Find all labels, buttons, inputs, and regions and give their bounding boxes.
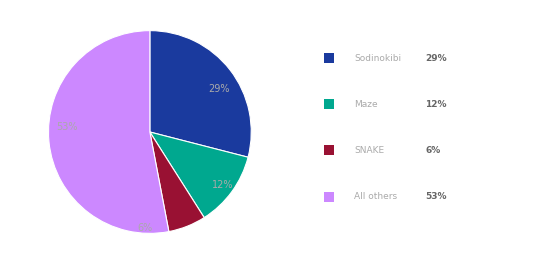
Text: 53%: 53%: [0, 263, 1, 264]
Wedge shape: [150, 132, 204, 232]
Text: 6%: 6%: [0, 263, 1, 264]
Text: Sodinokibi: Sodinokibi: [354, 54, 401, 63]
Text: SNAKE: SNAKE: [354, 146, 384, 155]
Text: 12%: 12%: [212, 180, 234, 190]
Text: 6%: 6%: [425, 146, 440, 155]
Text: 53%: 53%: [56, 122, 77, 132]
Text: 29%: 29%: [0, 263, 1, 264]
Text: 6%: 6%: [137, 223, 153, 233]
Text: Maze: Maze: [354, 100, 378, 109]
Text: 29%: 29%: [425, 54, 447, 63]
Wedge shape: [150, 31, 251, 157]
Text: 53%: 53%: [425, 192, 446, 201]
Text: 12%: 12%: [0, 263, 1, 264]
Text: All others: All others: [354, 192, 397, 201]
Wedge shape: [150, 132, 248, 218]
Wedge shape: [49, 31, 169, 233]
Text: 12%: 12%: [425, 100, 446, 109]
Text: 29%: 29%: [208, 84, 229, 95]
